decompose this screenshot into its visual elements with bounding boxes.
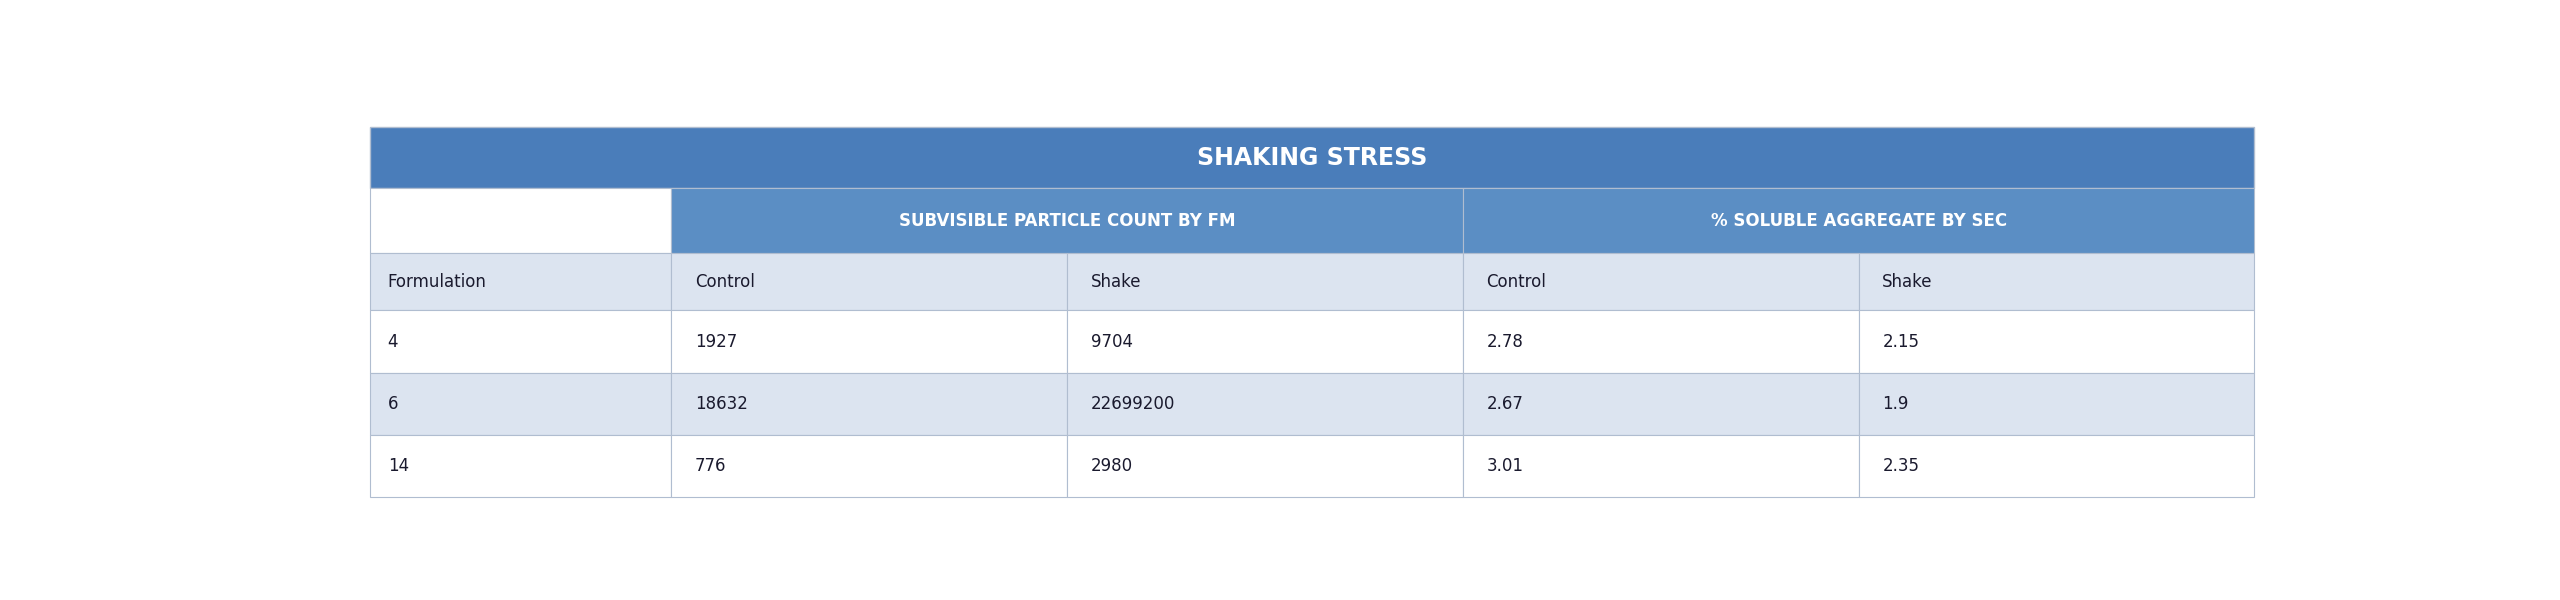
- Bar: [369, 435, 671, 497]
- Text: 3.01: 3.01: [1487, 457, 1523, 475]
- Bar: [1068, 253, 1462, 310]
- Text: 22699200: 22699200: [1091, 395, 1175, 413]
- Bar: [1462, 310, 1859, 373]
- Text: 2.78: 2.78: [1487, 332, 1523, 350]
- Text: Shake: Shake: [1091, 273, 1142, 291]
- Text: 4: 4: [387, 332, 399, 350]
- Text: 776: 776: [694, 457, 727, 475]
- Bar: [369, 373, 671, 435]
- Bar: [671, 310, 1068, 373]
- Text: 9704: 9704: [1091, 332, 1132, 350]
- Text: 2.35: 2.35: [1882, 457, 1920, 475]
- Text: SHAKING STRESS: SHAKING STRESS: [1198, 146, 1426, 170]
- Text: % SOLUBLE AGGREGATE BY SEC: % SOLUBLE AGGREGATE BY SEC: [1710, 212, 2007, 230]
- Bar: [671, 373, 1068, 435]
- Text: Shake: Shake: [1882, 273, 1933, 291]
- Bar: [1859, 435, 2255, 497]
- Bar: [369, 188, 671, 253]
- Bar: [671, 253, 1068, 310]
- Text: 1.9: 1.9: [1882, 395, 1910, 413]
- Bar: [1859, 253, 2255, 310]
- Bar: [1462, 253, 1859, 310]
- Text: 2.15: 2.15: [1882, 332, 1920, 350]
- Bar: [1462, 373, 1859, 435]
- Bar: [671, 188, 1462, 253]
- Bar: [671, 435, 1068, 497]
- Bar: [369, 253, 671, 310]
- Text: 1927: 1927: [694, 332, 737, 350]
- Text: 18632: 18632: [694, 395, 748, 413]
- Text: 2980: 2980: [1091, 457, 1134, 475]
- Bar: [1068, 310, 1462, 373]
- Text: 14: 14: [387, 457, 410, 475]
- Bar: [369, 127, 2255, 188]
- Text: 2.67: 2.67: [1487, 395, 1523, 413]
- Bar: [1462, 435, 1859, 497]
- Bar: [369, 310, 671, 373]
- Text: Control: Control: [1487, 273, 1546, 291]
- Bar: [1068, 435, 1462, 497]
- Bar: [1859, 373, 2255, 435]
- Bar: [1859, 310, 2255, 373]
- Bar: [1068, 373, 1462, 435]
- Text: SUBVISIBLE PARTICLE COUNT BY FM: SUBVISIBLE PARTICLE COUNT BY FM: [899, 212, 1236, 230]
- Text: Control: Control: [694, 273, 755, 291]
- Text: 6: 6: [387, 395, 399, 413]
- Text: Formulation: Formulation: [387, 273, 486, 291]
- Bar: [1462, 188, 2255, 253]
